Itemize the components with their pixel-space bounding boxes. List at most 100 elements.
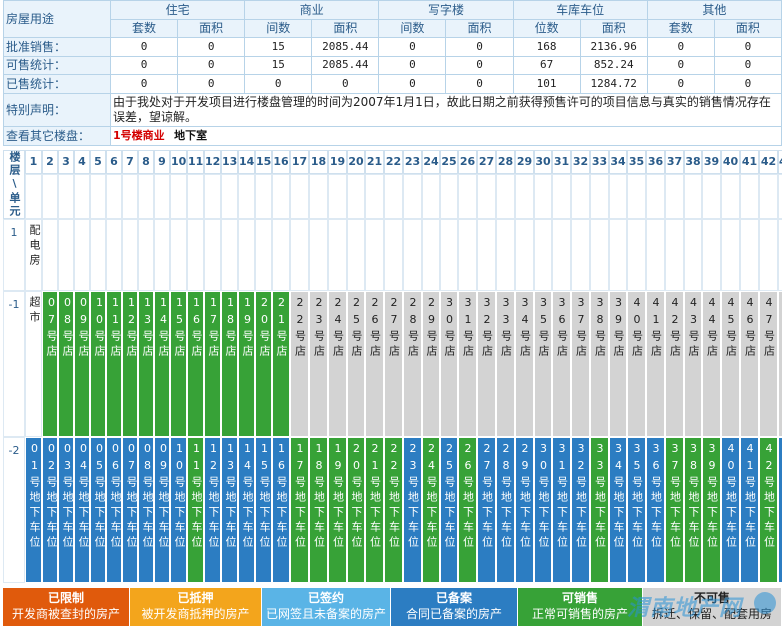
unit-cell[interactable]: 48号店 [778,291,782,437]
unit-cell-label: 11号店 [109,296,122,360]
unit-cell[interactable]: 18号地下车位 [309,437,328,583]
unit-cell[interactable]: 21号地下车位 [365,437,384,583]
unit-cell[interactable]: 15号地下车位 [255,437,272,583]
unit-cell[interactable]: 05号地下车位 [90,437,106,583]
unit-cell[interactable]: 32号店 [477,291,496,437]
unit-cell[interactable]: 43号地下车位 [778,437,782,583]
unit-cell[interactable]: 36号店 [552,291,571,437]
unit-cell[interactable]: 31号店 [458,291,477,437]
unit-cell[interactable]: 09号地下车位 [154,437,170,583]
unit-cell-label: 18号店 [224,296,237,360]
subheader-cell: 套数 [646,18,715,38]
unit-cell[interactable]: 25号店 [347,291,365,437]
unit-cell[interactable]: 41号店 [646,291,665,437]
unit-cell[interactable]: 43号店 [684,291,702,437]
unit-cell[interactable]: 11号地下车位 [187,437,204,583]
unit-cell[interactable]: 04号地下车位 [74,437,90,583]
unit-cell[interactable]: 07号地下车位 [122,437,138,583]
unit-cell[interactable]: 47号店 [759,291,778,437]
unit-cell[interactable]: 27号地下车位 [477,437,496,583]
unit-cell[interactable]: 配电房 [25,219,42,291]
unit-cell[interactable]: 34号店 [515,291,534,437]
unit-cell[interactable]: 35号地下车位 [627,437,646,583]
unit-cell[interactable]: 08号地下车位 [138,437,154,583]
unit-cell[interactable]: 39号店 [609,291,627,437]
unit-cell[interactable]: 01号地下车位 [25,437,42,583]
unit-cell[interactable]: 34号地下车位 [609,437,627,583]
unit-cell[interactable]: 37号店 [571,291,590,437]
unit-cell[interactable]: 23号店 [309,291,328,437]
summary-value: 0 [311,74,380,94]
unit-cell[interactable]: 28号店 [403,291,422,437]
unit-cell[interactable]: 16号店 [187,291,204,437]
unit-cell-label: 42号店 [668,296,682,360]
unit-cell[interactable]: 21号店 [272,291,290,437]
unit-cell[interactable]: 30号地下车位 [534,437,552,583]
unit-cell[interactable]: 13号店 [138,291,154,437]
unit-cell[interactable]: 11号店 [106,291,122,437]
unit-cell[interactable]: 24号地下车位 [422,437,440,583]
unit-cell[interactable]: 45号店 [721,291,740,437]
unit-cell[interactable]: 19号地下车位 [328,437,347,583]
unit-cell[interactable]: 23号地下车位 [403,437,422,583]
unit-cell[interactable]: 29号店 [422,291,440,437]
unit-cell[interactable]: 42号地下车位 [759,437,778,583]
unit-cell[interactable]: 27号店 [384,291,403,437]
unit-cell[interactable]: 17号地下车位 [290,437,309,583]
unit-cell[interactable]: 30号店 [440,291,458,437]
unit-cell[interactable]: 33号店 [496,291,515,437]
unit-cell[interactable]: 20号店 [255,291,272,437]
unit-cell[interactable]: 02号地下车位 [42,437,58,583]
unit-cell[interactable]: 36号地下车位 [646,437,665,583]
building-link-basement[interactable]: 地下室 [174,129,208,143]
unit-cell[interactable]: 18号店 [221,291,238,437]
unit-cell[interactable]: 37号地下车位 [665,437,684,583]
unit-cell[interactable]: 41号地下车位 [740,437,759,583]
unit-cell[interactable]: 超市 [25,291,42,437]
unit-cell[interactable]: 08号店 [58,291,74,437]
unit-cell[interactable]: 26号店 [365,291,384,437]
unit-cell[interactable]: 29号地下车位 [515,437,534,583]
unit-cell[interactable]: 12号店 [122,291,138,437]
unit-header: 42 [759,150,778,174]
unit-cell[interactable]: 17号店 [204,291,221,437]
unit-cell[interactable]: 22号地下车位 [384,437,403,583]
unit-cell[interactable]: 38号地下车位 [684,437,702,583]
unit-cell[interactable]: 32号地下车位 [571,437,590,583]
unit-cell[interactable]: 42号店 [665,291,684,437]
unit-cell-label: 35号地下车位 [630,442,644,551]
unit-cell[interactable]: 38号店 [590,291,609,437]
unit-cell[interactable]: 03号地下车位 [58,437,74,583]
unit-cell[interactable]: 35号店 [534,291,552,437]
unit-cell[interactable]: 46号店 [740,291,759,437]
unit-cell[interactable]: 12号地下车位 [204,437,221,583]
building-link-active[interactable]: 1号楼商业 [113,129,165,143]
unit-cell-label: 40号店 [630,296,644,360]
unit-cell[interactable]: 44号店 [702,291,721,437]
unit-cell[interactable]: 09号店 [74,291,90,437]
unit-cell[interactable]: 25号地下车位 [440,437,458,583]
unit-cell[interactable]: 40号地下车位 [721,437,740,583]
unit-cell[interactable]: 10号地下车位 [170,437,187,583]
unit-cell[interactable]: 14号地下车位 [238,437,255,583]
unit-cell[interactable]: 24号店 [328,291,347,437]
unit-cell[interactable]: 19号店 [238,291,255,437]
unit-cell[interactable]: 16号地下车位 [272,437,290,583]
unit-cell[interactable]: 33号地下车位 [590,437,609,583]
unit-cell[interactable]: 31号地下车位 [552,437,571,583]
unit-cell[interactable]: 13号地下车位 [221,437,238,583]
unit-cell[interactable]: 14号店 [154,291,170,437]
unit-cell-label: 23号地下车位 [406,442,420,551]
unit-cell[interactable]: 07号店 [42,291,58,437]
unit-cell[interactable]: 22号店 [290,291,309,437]
unit-cell[interactable]: 39号地下车位 [702,437,721,583]
unit-cell[interactable]: 15号店 [170,291,187,437]
unit-cell-label: 27号地下车位 [480,442,494,551]
unit-cell[interactable]: 20号地下车位 [347,437,365,583]
unit-cell[interactable]: 10号店 [90,291,106,437]
unit-cell[interactable]: 40号店 [627,291,646,437]
unit-cell[interactable]: 06号地下车位 [106,437,122,583]
unit-cell[interactable]: 28号地下车位 [496,437,515,583]
empty-unit-cell [122,219,138,291]
unit-cell[interactable]: 26号地下车位 [458,437,477,583]
